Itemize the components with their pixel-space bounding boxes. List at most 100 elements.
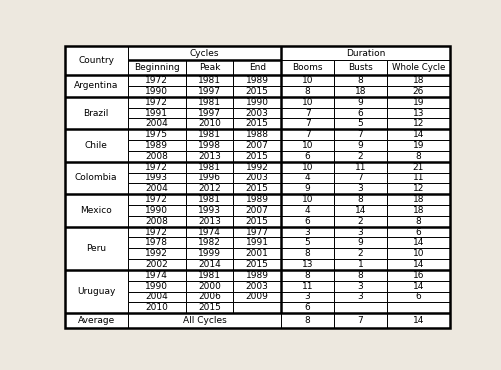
Text: 2013: 2013	[197, 217, 220, 226]
Text: 2007: 2007	[245, 206, 268, 215]
Bar	[233, 227, 281, 238]
Text: 2004: 2004	[145, 120, 168, 128]
Bar	[185, 140, 233, 151]
Text: 8: 8	[415, 217, 420, 226]
Bar	[233, 60, 281, 75]
Bar	[333, 151, 386, 162]
Bar	[281, 140, 333, 151]
Text: 16: 16	[412, 271, 423, 280]
Text: 19: 19	[412, 141, 423, 150]
Text: 6: 6	[304, 217, 310, 226]
Bar	[386, 227, 449, 238]
Text: 2015: 2015	[245, 260, 268, 269]
Bar	[127, 248, 185, 259]
Bar	[233, 151, 281, 162]
Text: Brazil: Brazil	[83, 108, 109, 118]
Text: 1982: 1982	[197, 238, 220, 248]
Text: 1974: 1974	[197, 228, 220, 236]
Text: 2003: 2003	[245, 174, 268, 182]
Text: 11: 11	[412, 174, 423, 182]
Text: 3: 3	[304, 292, 310, 302]
Text: 2003: 2003	[245, 282, 268, 291]
Bar	[281, 118, 333, 129]
Text: 7: 7	[357, 174, 363, 182]
Text: 9: 9	[357, 98, 363, 107]
Bar	[127, 162, 185, 172]
Text: 2015: 2015	[245, 184, 268, 193]
Text: 9: 9	[357, 238, 363, 248]
Text: 10: 10	[301, 141, 313, 150]
Text: 12: 12	[412, 184, 423, 193]
Text: 2002: 2002	[145, 260, 168, 269]
Bar	[185, 281, 233, 292]
Text: 2001: 2001	[245, 249, 268, 258]
Bar	[386, 292, 449, 302]
Bar	[386, 108, 449, 118]
Text: 12: 12	[412, 120, 423, 128]
Text: 2004: 2004	[145, 184, 168, 193]
Text: 2014: 2014	[198, 260, 220, 269]
Text: 2: 2	[357, 217, 363, 226]
Bar	[127, 238, 185, 248]
Text: 11: 11	[354, 163, 366, 172]
Text: Average: Average	[77, 316, 115, 325]
Bar	[281, 270, 333, 281]
Text: 9: 9	[357, 141, 363, 150]
Text: Beginning: Beginning	[133, 63, 179, 72]
Bar	[386, 118, 449, 129]
Bar	[281, 75, 333, 86]
Bar	[386, 205, 449, 216]
Text: 14: 14	[412, 316, 423, 325]
Text: 1990: 1990	[145, 87, 168, 96]
Bar	[185, 86, 233, 97]
Text: 7: 7	[304, 130, 310, 139]
Text: 19: 19	[412, 98, 423, 107]
Bar	[127, 86, 185, 97]
Text: Colombia: Colombia	[75, 174, 117, 182]
Text: 2004: 2004	[145, 292, 168, 302]
Bar	[333, 108, 386, 118]
Bar	[233, 108, 281, 118]
Text: 2015: 2015	[245, 87, 268, 96]
Bar	[281, 46, 449, 60]
Bar	[127, 118, 185, 129]
Text: 4: 4	[304, 206, 310, 215]
Text: 2008: 2008	[145, 217, 168, 226]
Bar	[333, 281, 386, 292]
Bar	[127, 259, 185, 270]
Bar	[127, 292, 185, 302]
Bar	[127, 194, 185, 205]
Bar	[233, 302, 281, 313]
Bar	[333, 172, 386, 184]
Bar	[185, 227, 233, 238]
Text: 1974: 1974	[145, 271, 168, 280]
Bar	[127, 60, 185, 75]
Bar	[185, 302, 233, 313]
Bar	[386, 313, 449, 328]
Text: 2007: 2007	[245, 141, 268, 150]
Bar	[185, 97, 233, 108]
Bar	[65, 313, 127, 328]
Bar	[185, 162, 233, 172]
Text: 1989: 1989	[145, 141, 168, 150]
Bar	[185, 129, 233, 140]
Bar	[386, 162, 449, 172]
Bar	[281, 86, 333, 97]
Bar	[281, 151, 333, 162]
Text: 6: 6	[357, 108, 363, 118]
Bar	[281, 281, 333, 292]
Text: Mexico: Mexico	[80, 206, 112, 215]
Bar	[386, 270, 449, 281]
Bar	[65, 227, 127, 270]
Bar	[333, 270, 386, 281]
Text: 4: 4	[304, 174, 310, 182]
Text: 7: 7	[357, 130, 363, 139]
Bar	[333, 238, 386, 248]
Bar	[233, 216, 281, 227]
Bar	[333, 313, 386, 328]
Bar	[333, 227, 386, 238]
Bar	[333, 60, 386, 75]
Text: 7: 7	[357, 316, 363, 325]
Text: 13: 13	[301, 260, 313, 269]
Bar	[185, 108, 233, 118]
